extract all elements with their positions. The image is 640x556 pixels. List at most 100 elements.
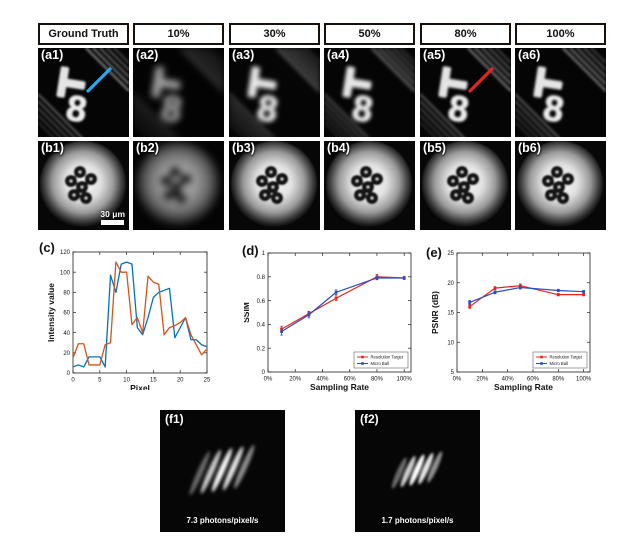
svg-text:Resolution Target: Resolution Target [550, 355, 583, 360]
svg-text:40%: 40% [316, 377, 329, 383]
header-cell-100pct: 100% [515, 23, 606, 45]
target-image-a4: 8 [324, 48, 415, 137]
beads-image-b2 [133, 141, 224, 230]
svg-text:20%: 20% [476, 377, 489, 383]
chart-psnr: 0% 20% 40% 60% 80% 100% 5 10 15 20 25 Sampling Rate… [430, 251, 592, 392]
target-image-a2: 8 [133, 48, 224, 137]
svg-text:PSNR (dB): PSNR (dB) [430, 291, 440, 334]
svg-text:Intensity value: Intensity value [46, 283, 56, 342]
svg-text:20: 20 [447, 281, 454, 287]
svg-text:60%: 60% [344, 377, 357, 383]
svg-text:0.4: 0.4 [257, 323, 266, 329]
panel-label-a5: (a5) [423, 48, 446, 62]
panel-f1: (f1) 7.3 photons/pixel/s [160, 410, 285, 532]
svg-text:80%: 80% [371, 377, 384, 383]
panel-label-a2: (a2) [136, 48, 159, 62]
svg-text:100%: 100% [397, 377, 413, 383]
panel-label-f2: (f2) [360, 412, 379, 426]
svg-text:0%: 0% [264, 377, 273, 383]
svg-text:15: 15 [150, 378, 157, 384]
beads-image-b3 [229, 141, 320, 230]
svg-text:0: 0 [67, 371, 71, 377]
target-image-a1: 8 [38, 48, 129, 137]
panel-b3: (b3) [229, 141, 320, 230]
panel-b6: (b6) [515, 141, 606, 230]
beads-image-b4 [324, 141, 415, 230]
panel-label-a4: (a4) [327, 48, 350, 62]
panel-label-b2: (b2) [136, 141, 159, 155]
target-image-a3: 8 [229, 48, 320, 137]
svg-text:0.2: 0.2 [257, 346, 266, 352]
chart-label-c: (c) [39, 240, 55, 255]
svg-text:80%: 80% [552, 377, 565, 383]
svg-text:80: 80 [63, 291, 70, 297]
svg-text:10: 10 [447, 340, 454, 346]
svg-text:5: 5 [98, 378, 102, 384]
svg-text:20: 20 [63, 351, 70, 357]
scale-bar: 30 μm [100, 209, 125, 225]
svg-text:25: 25 [447, 251, 454, 257]
panel-label-a1: (a1) [41, 48, 64, 62]
scale-bar-rule [101, 220, 125, 225]
header-cell-10pct: 10% [133, 23, 224, 45]
svg-text:20: 20 [177, 378, 184, 384]
panel-label-f1: (f1) [165, 412, 184, 426]
svg-text:1: 1 [262, 251, 266, 257]
panel-a5: 8 (a5) [420, 48, 511, 137]
svg-text:0.6: 0.6 [257, 299, 266, 305]
svg-text:20%: 20% [289, 377, 302, 383]
svg-text:0: 0 [262, 370, 266, 376]
panel-label-a6: (a6) [518, 48, 541, 62]
svg-text:60%: 60% [527, 377, 540, 383]
svg-text:10: 10 [123, 378, 130, 384]
panel-label-b5: (b5) [423, 141, 446, 155]
chart-label-d: (d) [242, 243, 259, 258]
header-cell-80pct: 80% [420, 23, 511, 45]
panel-b4: (b4) [324, 141, 415, 230]
svg-text:0%: 0% [453, 377, 462, 383]
chart-intensity-profile: 0 5 10 15 20 25 0 20 40 60 80 100 120 Pixel Intensity … [46, 250, 211, 390]
header-cell-50pct: 50% [324, 23, 415, 45]
svg-text:0: 0 [71, 378, 75, 384]
svg-text:SSIM: SSIM [244, 302, 251, 323]
svg-text:100%: 100% [576, 377, 592, 383]
header-cell-30pct: 30% [229, 23, 320, 45]
beads-image-b6 [515, 141, 606, 230]
svg-text:40%: 40% [502, 377, 515, 383]
svg-text:Sampling Rate: Sampling Rate [310, 382, 369, 392]
svg-text:25: 25 [204, 378, 211, 384]
panel-a3: 8 (a3) [229, 48, 320, 137]
panel-label-a3: (a3) [232, 48, 255, 62]
panel-a6: 8 (a6) [515, 48, 606, 137]
beads-image-b5 [420, 141, 511, 230]
fringes-image-f2 [355, 410, 480, 532]
svg-text:Micro Ball: Micro Ball [550, 361, 568, 366]
panel-a2: 8 (a2) [133, 48, 224, 137]
header-cell-ground-truth: Ground Truth [38, 23, 129, 45]
beads-image-b1 [38, 141, 129, 230]
panel-b1: (b1) 30 μm [38, 141, 129, 230]
panel-label-b3: (b3) [232, 141, 255, 155]
svg-text:15: 15 [447, 311, 454, 317]
panel-a4: 8 (a4) [324, 48, 415, 137]
panel-label-b4: (b4) [327, 141, 350, 155]
svg-text:120: 120 [60, 250, 71, 256]
svg-text:40: 40 [63, 331, 70, 337]
panel-f2: (f2) 1.7 photons/pixel/s [355, 410, 480, 532]
svg-text:60: 60 [63, 311, 70, 317]
svg-text:Resolution Target: Resolution Target [371, 355, 404, 360]
svg-text:Micro Ball: Micro Ball [371, 361, 389, 366]
svg-text:Sampling Rate: Sampling Rate [494, 382, 553, 392]
svg-text:0.8: 0.8 [257, 275, 266, 281]
panel-label-b1: (b1) [41, 141, 64, 155]
panel-b5: (b5) [420, 141, 511, 230]
panel-label-b6: (b6) [518, 141, 541, 155]
panel-a1: 8 (a1) [38, 48, 129, 137]
panel-b2: (b2) [133, 141, 224, 230]
scale-bar-label: 30 μm [100, 209, 125, 219]
chart-label-e: (e) [426, 245, 442, 260]
fringes-image-f1 [160, 410, 285, 532]
svg-text:Pixel: Pixel [130, 383, 150, 390]
chart-ssim: 0% 20% 40% 60% 80% 100% 0 0.2 0.4 0.6 0.8 1 Sampling… [244, 251, 413, 392]
